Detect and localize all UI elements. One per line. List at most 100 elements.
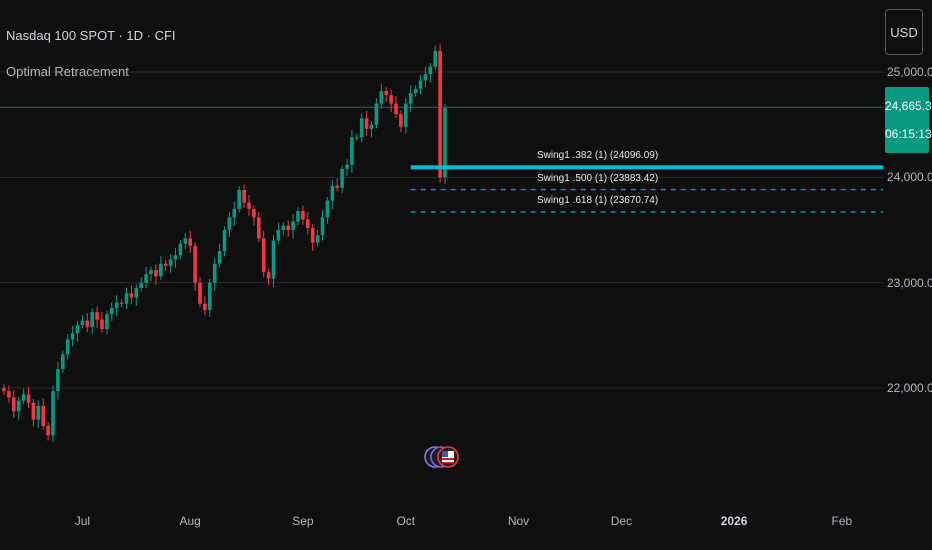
x-tick-label: Oct [396,514,416,528]
candle [252,208,256,218]
candle [105,314,109,330]
candle [80,320,85,325]
candle [198,282,202,304]
candle [281,225,286,230]
candle [114,302,119,308]
y-tick-label: 24,000.00 [887,170,932,185]
candle [222,230,227,252]
candle [301,211,305,220]
event-flags-icon[interactable] [424,440,460,474]
candle [310,227,315,243]
candle [61,354,65,370]
candle [286,225,290,230]
x-tick-label: Aug [179,514,201,528]
candle [110,307,114,315]
x-tick-label: Feb [831,514,853,528]
fib-level-label: Swing1 .500 (1) (23883.42) [537,172,659,184]
candle [364,118,369,129]
candle [163,263,168,266]
candle [51,391,55,436]
candle [423,74,428,81]
candle [193,245,197,283]
candle [374,103,379,125]
candle [242,189,246,203]
candle [330,185,335,201]
y-tick-label: 22,000.00 [887,381,932,395]
candle [183,238,188,244]
fib-level-label: Swing1 .382 (1) (24096.09) [537,150,659,162]
candle [418,80,423,89]
candle [266,272,271,279]
candle [159,263,163,277]
candle [359,118,364,138]
candle [315,235,320,243]
candle [261,238,266,273]
candle [85,320,90,327]
candle [438,50,442,178]
candle [16,400,21,412]
candle [227,217,232,230]
candle [12,397,16,412]
candle [232,208,237,218]
indicator-label[interactable]: Optimal Retracement [6,64,129,79]
candle [413,88,418,94]
candle [119,302,124,304]
candle [399,114,403,127]
candle [100,319,104,330]
candle [212,263,217,283]
candle [350,137,354,165]
candle [21,394,26,401]
candle [428,66,433,75]
candle [443,107,447,178]
candle [154,270,158,277]
candle [379,90,384,104]
candle [2,388,6,392]
currency-button[interactable]: USD [885,9,923,55]
x-tick-label: Dec [610,514,633,528]
x-tick-label: Sep [292,514,314,528]
candle [178,243,183,256]
candle [247,202,251,209]
candle [276,230,281,241]
last-price-box: 24,665.35 06:15:13 [885,87,932,154]
candle [149,270,153,275]
candle [188,238,192,246]
last-price-label: 24,665.35 [885,99,932,114]
candle [139,282,143,288]
candle [208,282,212,311]
candle [134,287,139,298]
candle [389,95,393,104]
candle [173,255,178,260]
candle [394,103,398,115]
candle [384,90,388,96]
x-tick-label: Nov [507,514,530,528]
candle [335,185,339,188]
candle [404,103,408,127]
candle [271,240,276,279]
candle [325,200,330,218]
candle [355,137,359,139]
candle [237,189,241,209]
candle [320,217,325,236]
candle [124,293,129,304]
candle [168,259,173,266]
symbol-title[interactable]: Nasdaq 100 SPOT · 1D · CFI [6,28,176,43]
candle [75,324,80,334]
candle [291,221,295,230]
candle [56,369,60,392]
candle [65,339,70,355]
candle [345,164,349,169]
candle [70,333,75,340]
candle [46,425,50,436]
candle [31,402,36,420]
y-tick-label: 25,000.00 [887,65,932,79]
candle [144,274,148,283]
candle [296,211,300,222]
fib-level-label: Swing1 .618 (1) (23670.74) [537,195,659,206]
candle [306,219,310,228]
candle [41,405,45,426]
candle [26,394,31,403]
candle [369,124,374,129]
candle [90,312,94,327]
